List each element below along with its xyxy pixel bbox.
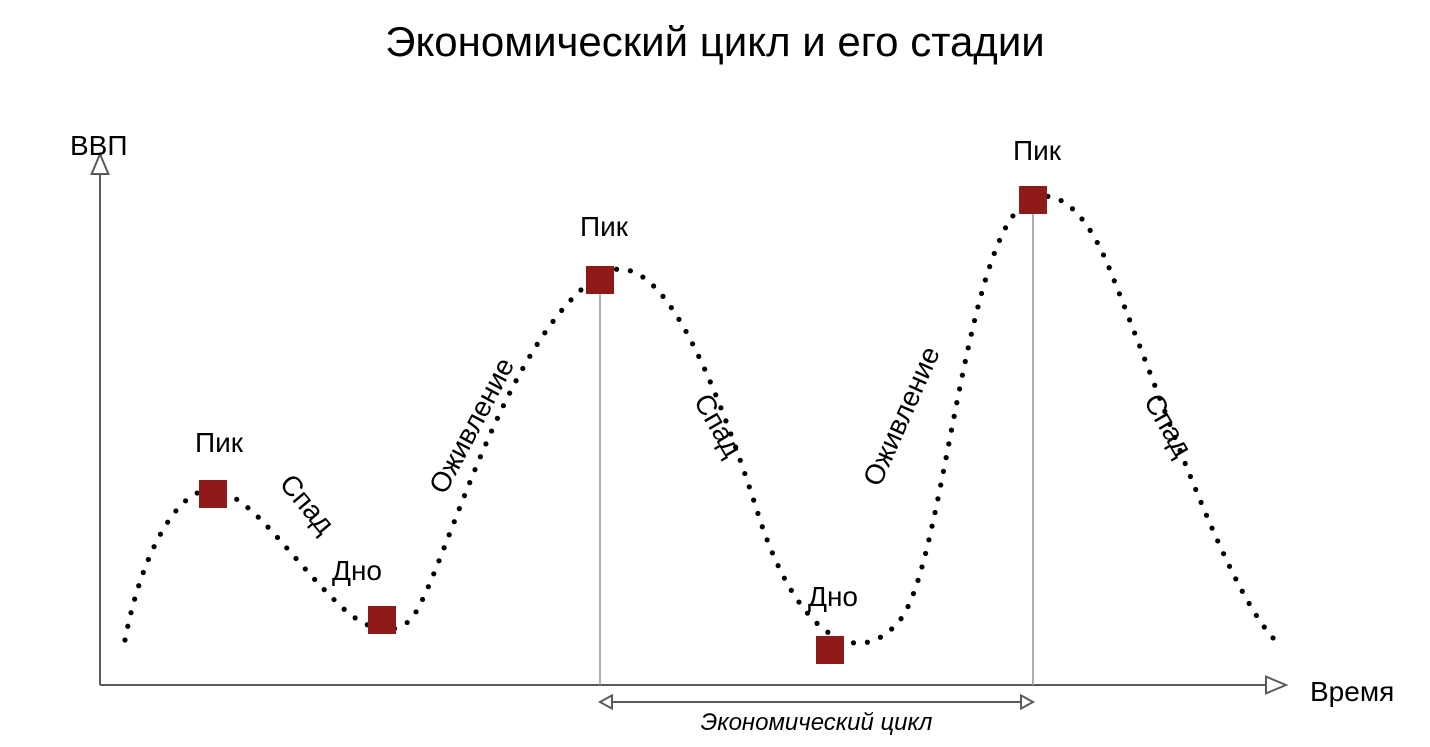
- x-axis-label: Время: [1310, 676, 1394, 708]
- economic-cycle-chart: Спад Оживление Спад Оживление Спад Пик Дно Пик Д…: [0, 0, 1430, 747]
- phase-label: Спад: [1138, 388, 1198, 462]
- phase-label: Спад: [274, 468, 341, 539]
- stage-marker-label: Пик: [580, 211, 629, 242]
- phase-label: Спад: [688, 388, 748, 462]
- cycle-range-arrow-right-icon: [1021, 695, 1033, 708]
- stage-marker: [586, 266, 614, 294]
- stage-marker: [199, 480, 227, 508]
- stage-marker-label: Дно: [808, 581, 858, 612]
- stage-marker-label: Пик: [195, 427, 244, 458]
- stage-marker-label: Дно: [332, 555, 382, 586]
- stage-marker-label: Пик: [1013, 135, 1062, 166]
- phase-label: Оживление: [857, 342, 946, 491]
- y-axis-label: ВВП: [70, 130, 127, 162]
- cycle-range-label: Экономический цикл: [701, 709, 933, 736]
- stage-marker: [368, 606, 396, 634]
- stage-marker: [1019, 186, 1047, 214]
- chart-title: Экономический цикл и его стадии: [0, 18, 1430, 66]
- cycle-range-arrow-left-icon: [600, 695, 612, 708]
- phase-label: Оживление: [423, 352, 520, 498]
- x-axis-arrow-icon: [1266, 677, 1286, 694]
- stage-marker: [816, 636, 844, 664]
- diagram-container: Экономический цикл и его стадии Спад Ожив…: [0, 0, 1430, 747]
